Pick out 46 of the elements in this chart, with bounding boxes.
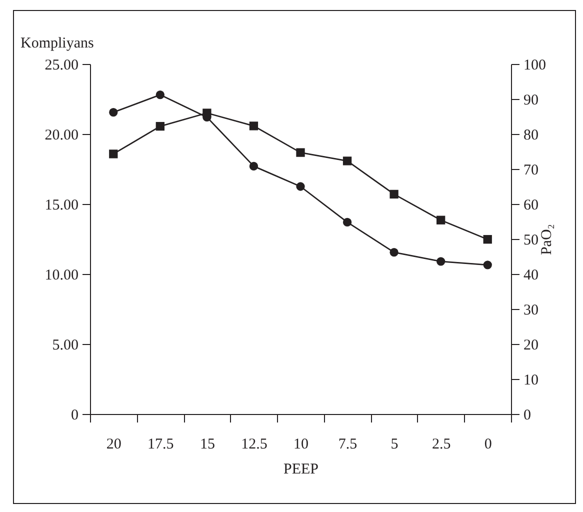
x-tick-label: 5 — [390, 436, 398, 452]
x-tick-label: 2.5 — [432, 436, 451, 452]
y2-axis-title: PaO₂ — [539, 224, 555, 256]
point — [390, 190, 398, 199]
y-tick-label: 0 — [71, 408, 78, 424]
y-tick-label: 10.00 — [44, 268, 78, 284]
x-tick-label: 10 — [294, 436, 308, 452]
y2-tick-label: 10 — [524, 372, 538, 388]
x-tick-label: 12.5 — [241, 436, 268, 452]
point — [342, 218, 352, 227]
point — [342, 156, 352, 166]
point — [249, 122, 258, 130]
y2-tick-label: 50 — [524, 232, 538, 248]
x-tick-label: 7.5 — [338, 436, 358, 452]
point — [483, 260, 492, 270]
point — [296, 148, 305, 157]
point — [109, 108, 118, 117]
x-tick-label: 0 — [484, 436, 492, 452]
y2-tick-label: 40 — [524, 268, 538, 284]
point — [249, 162, 258, 171]
y-tick-label: 20.00 — [44, 128, 78, 144]
point — [483, 235, 492, 244]
x-tick-label: 20 — [106, 436, 122, 452]
y2-tick-label: 30 — [524, 302, 538, 318]
point — [109, 150, 118, 158]
y2-tick-label: 100 — [524, 58, 546, 74]
x-tick-label: 17.5 — [148, 436, 174, 452]
point — [156, 90, 164, 100]
y2-tick-label: 20 — [524, 338, 538, 354]
x-axis-title: PEEP — [283, 462, 319, 478]
y-axis-title: Kompliyans — [20, 36, 94, 52]
y2-tick-label: 0 — [524, 408, 531, 424]
point — [202, 108, 212, 118]
point — [390, 248, 398, 257]
point — [436, 216, 446, 224]
point — [296, 182, 305, 191]
y2-tick-label: 90 — [524, 92, 538, 108]
y-tick-label: 5.00 — [52, 338, 78, 354]
y2-tick-label: 70 — [524, 162, 538, 178]
y2-tick-label: 80 — [524, 128, 538, 144]
y-tick-label: 15.00 — [44, 198, 78, 214]
point — [156, 122, 164, 131]
point — [436, 257, 446, 266]
x-tick-label: 15 — [200, 436, 215, 452]
y2-tick-label: 60 — [524, 198, 538, 214]
y-tick-label: 25.00 — [44, 58, 78, 74]
